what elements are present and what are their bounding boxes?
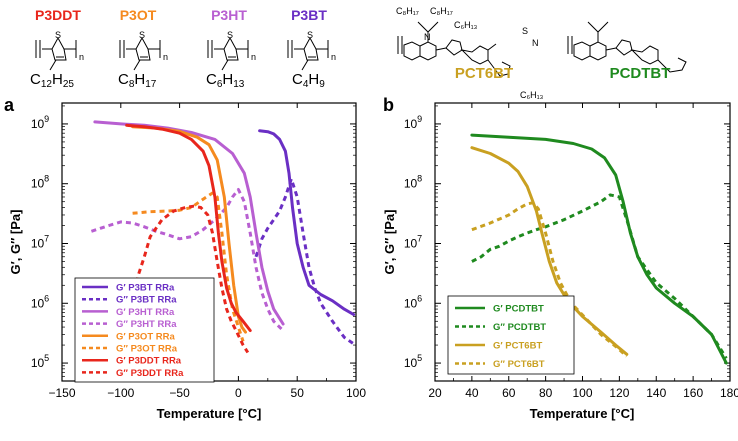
y-tick-label: 107 bbox=[404, 233, 422, 250]
x-tick-label: 0 bbox=[235, 386, 242, 400]
x-tick-label: −50 bbox=[169, 386, 190, 400]
legend-entry-label: G′ PCT6BT bbox=[493, 341, 542, 352]
y-axis-title-a: G′, G″ [Pa] bbox=[8, 210, 23, 275]
carbazole-structure-PCDTBT bbox=[567, 21, 687, 73]
alkyl-label-c6-b: C₆H₁₃ bbox=[520, 90, 544, 100]
chart-panel-a: a −150 −100 −50 0 50 100 105 106 107 108 109 Tempe… bbox=[4, 95, 366, 421]
y-tick-label: 109 bbox=[31, 114, 49, 131]
x-axis-title-b: Temperature [°C] bbox=[530, 406, 635, 421]
structure-name-P3DDT: P3DDT bbox=[35, 7, 81, 23]
y-tick-label: 108 bbox=[404, 174, 422, 191]
structure-name-P3BT: P3BT bbox=[291, 7, 327, 23]
legend-b: G′ PCDTBT G″ PCDTBT G′ PCT6BT G″ PCT6BT bbox=[447, 295, 575, 375]
series-group-b bbox=[470, 133, 728, 365]
alkyl-label-c8-b: C₈H₁₇ bbox=[430, 6, 453, 16]
panel-label-b: b bbox=[383, 95, 394, 115]
series-line-g-pcdtbt bbox=[470, 133, 728, 365]
thiophene-structure-P3BT: S n C4H9 bbox=[287, 30, 336, 90]
y-tick-label: 109 bbox=[404, 114, 422, 131]
side-chain-P3HT: C6H13 bbox=[206, 71, 245, 90]
benzothiadiazole-sulfur-label: S bbox=[522, 26, 528, 36]
series-line-g-p3ddt-rra bbox=[125, 123, 252, 332]
legend-entry-label: G′ P3DDT RRa bbox=[116, 356, 182, 367]
panel-label-a: a bbox=[4, 95, 15, 115]
x-tick-label: 20 bbox=[428, 386, 442, 400]
y-tick-label: 105 bbox=[404, 353, 422, 370]
x-tick-label: −150 bbox=[48, 386, 75, 400]
thiophene-sulfur-label: S bbox=[307, 30, 313, 40]
repeat-label: n bbox=[331, 52, 336, 62]
carbazole-nitrogen-label: N bbox=[424, 32, 431, 42]
series-line-g-p3ot-rra bbox=[132, 191, 245, 342]
y-tick-label: 105 bbox=[31, 353, 49, 370]
legend-entry-label: G′ P3HT RRa bbox=[116, 307, 175, 318]
thiophene-structure-P3OT: S n C8H17 bbox=[118, 30, 168, 90]
legend-entry-label: G″ P3DDT RRa bbox=[116, 368, 184, 379]
series-line-g-p3bt-rra bbox=[254, 177, 355, 346]
y-tick-label: 108 bbox=[31, 174, 49, 191]
legend-box-a bbox=[74, 277, 215, 383]
axis-ticks-b: 20 40 60 80 100 120 140 160 180 105 106 107 108 109 bbox=[404, 103, 738, 400]
series-line-g-p3ht-rra bbox=[90, 188, 285, 332]
structures-right: C₈H₁₇ C₈H₁₇ C₆H₁₃ C₆H₁₃ N S N PCT6BT PCD… bbox=[396, 6, 687, 100]
x-tick-label: 100 bbox=[572, 386, 592, 400]
x-tick-label: −100 bbox=[107, 386, 134, 400]
benzothiadiazole-nitrogen-label: N bbox=[532, 38, 539, 48]
legend-entry-label: G″ P3HT RRa bbox=[116, 319, 177, 330]
x-tick-label: 140 bbox=[646, 386, 666, 400]
y-axis-title-b: G′, G″ [Pa] bbox=[382, 210, 397, 275]
structure-name-PCDTBT: PCDTBT bbox=[610, 65, 671, 82]
legend-entry-label: G″ PCDTBT bbox=[493, 322, 546, 333]
y-tick-label: 107 bbox=[31, 233, 49, 250]
carbazole-structure-PCT6BT: C₈H₁₇ C₈H₁₇ C₆H₁₃ C₆H₁₃ N S N bbox=[396, 6, 544, 100]
series-line-g-pct6bt bbox=[470, 146, 629, 356]
alkyl-label-c6-a: C₆H₁₃ bbox=[454, 20, 478, 30]
chart-panel-b: b 20 40 60 80 100 120 140 160 180 105 106 107 108 109… bbox=[382, 95, 738, 421]
series-line-g-pct6bt bbox=[471, 201, 628, 358]
series-line-g-p3ddt-rra bbox=[131, 204, 250, 354]
legend-entry-label: G″ P3BT RRa bbox=[116, 295, 177, 306]
x-tick-label: 40 bbox=[465, 386, 479, 400]
series-line-g-pcdtbt bbox=[471, 193, 728, 360]
thiophene-structure-P3HT: S n C6H13 bbox=[206, 30, 256, 90]
x-tick-label: 180 bbox=[720, 386, 738, 400]
x-tick-label: 60 bbox=[502, 386, 516, 400]
x-axis-title-a: Temperature [°C] bbox=[157, 406, 262, 421]
legend-entry-label: G′ P3BT RRa bbox=[116, 283, 175, 294]
thiophene-sulfur-label: S bbox=[139, 30, 145, 40]
x-tick-label: 100 bbox=[346, 386, 366, 400]
structure-name-P3HT: P3HT bbox=[211, 7, 247, 23]
structure-name-P3OT: P3OT bbox=[120, 7, 157, 23]
x-tick-label: 50 bbox=[291, 386, 305, 400]
y-tick-label: 106 bbox=[404, 293, 422, 310]
y-tick-label: 106 bbox=[31, 293, 49, 310]
structures-left: P3DDT P3OT P3HT P3BT S n C12H25 S n C8H1… bbox=[30, 7, 336, 90]
thiophene-structure-P3DDT: S n C12H25 bbox=[30, 30, 84, 90]
x-tick-label: 80 bbox=[539, 386, 553, 400]
structure-name-PCT6BT: PCT6BT bbox=[455, 65, 513, 82]
repeat-label: n bbox=[251, 52, 256, 62]
legend-entry-label: G″ PCT6BT bbox=[493, 359, 545, 370]
thiophene-sulfur-label: S bbox=[227, 30, 233, 40]
side-chain-P3OT: C8H17 bbox=[118, 71, 157, 90]
repeat-label: n bbox=[79, 52, 84, 62]
legend-entry-label: G″ P3OT RRa bbox=[116, 344, 178, 355]
series-line-g-p3bt-rra bbox=[258, 129, 356, 316]
legend-entry-label: G′ P3OT RRa bbox=[116, 331, 175, 342]
side-chain-P3BT: C4H9 bbox=[292, 71, 325, 90]
alkyl-label-c8-a: C₈H₁₇ bbox=[396, 6, 419, 16]
x-tick-label: 160 bbox=[683, 386, 703, 400]
legend-entry-label: G′ PCDTBT bbox=[493, 304, 544, 315]
thiophene-sulfur-label: S bbox=[55, 30, 61, 40]
repeat-label: n bbox=[163, 52, 168, 62]
series-group-a bbox=[90, 120, 356, 354]
side-chain-P3DDT: C12H25 bbox=[30, 71, 74, 90]
x-tick-label: 120 bbox=[609, 386, 629, 400]
